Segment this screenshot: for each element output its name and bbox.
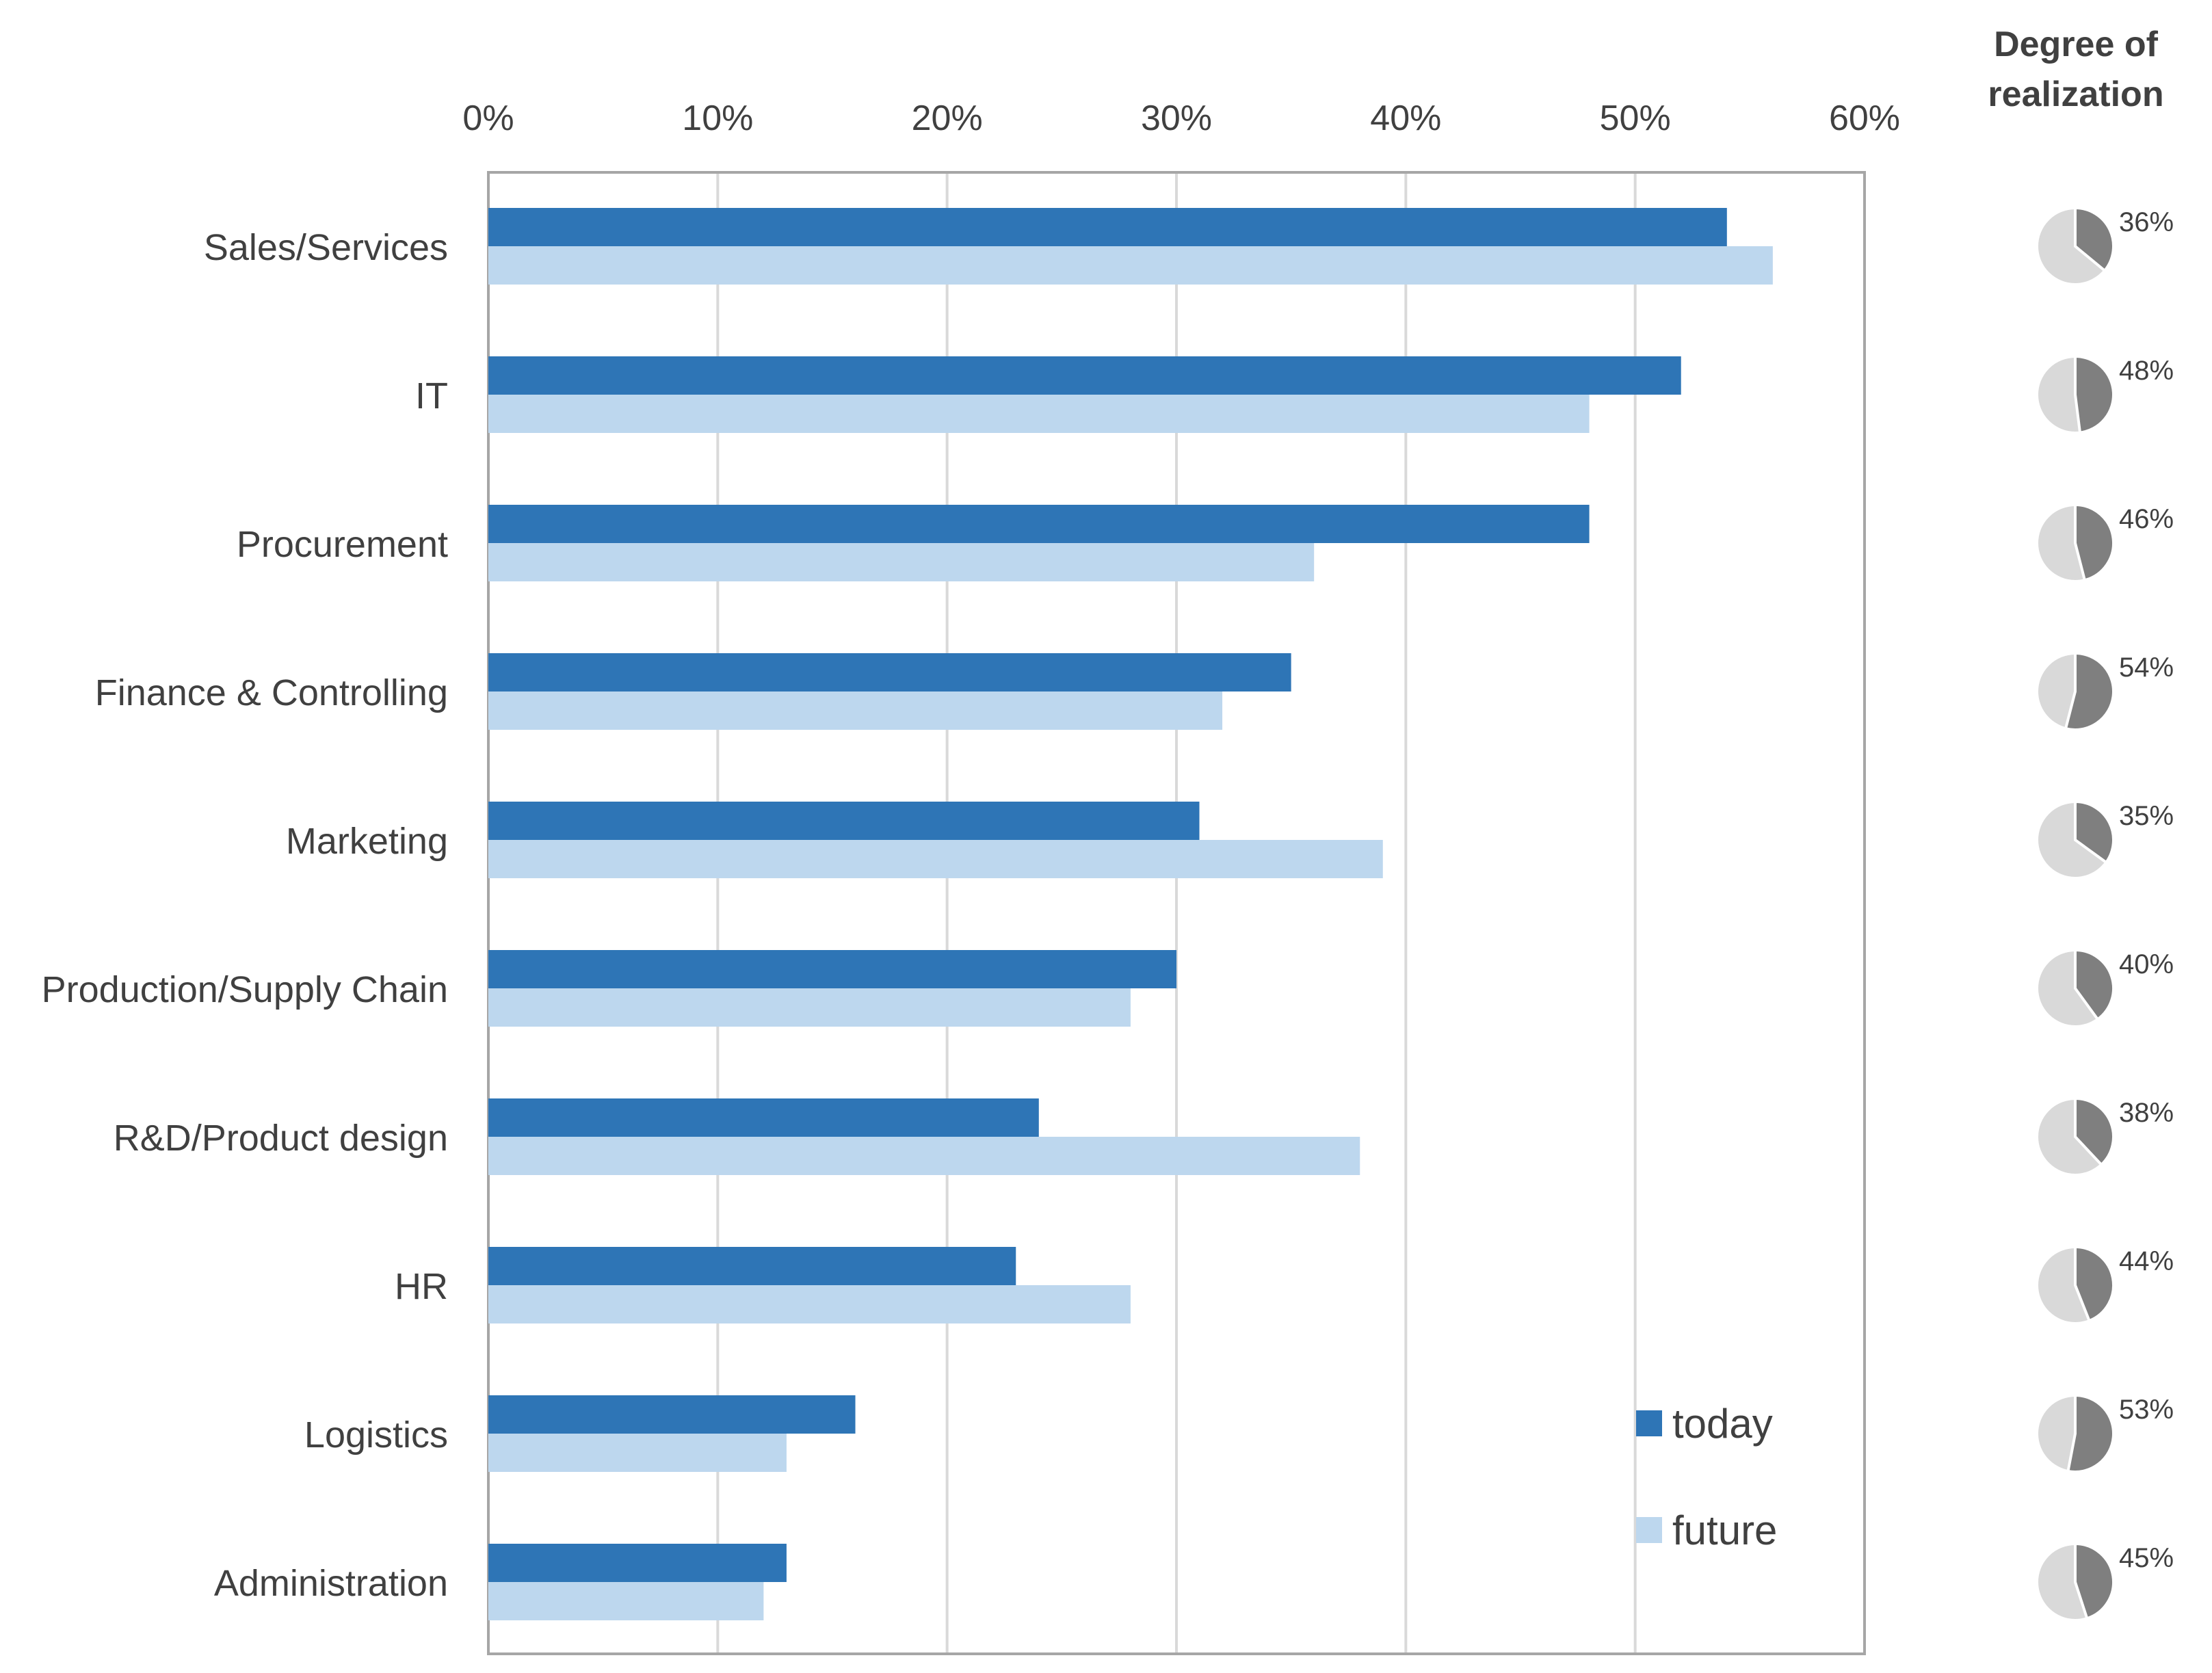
- realization-pie-slice: [2074, 800, 2115, 865]
- category-label: Production/Supply Chain: [42, 969, 448, 1010]
- x-tick-label: 60%: [1829, 98, 1900, 138]
- bar-today: [488, 1395, 856, 1434]
- category-label: R&D/Product design: [114, 1118, 448, 1159]
- bar-today: [488, 356, 1681, 395]
- bars: [488, 208, 1773, 1620]
- category-label: Marketing: [286, 821, 448, 862]
- realization-pie-slice: [2074, 1096, 2115, 1167]
- category-label: Sales/Services: [204, 227, 448, 268]
- realization-column: Degree of realization 36% 48% 46% 54% 35% 40%…: [1988, 25, 2174, 1622]
- category-label: Administration: [214, 1563, 448, 1604]
- category-label: HR: [395, 1266, 448, 1307]
- realization-value-label: 35%: [2119, 801, 2174, 831]
- x-tick-label: 50%: [1600, 98, 1671, 138]
- realization-pie-slice: [2064, 651, 2115, 731]
- bar-today: [488, 1247, 1016, 1285]
- realization-title-line1: Degree of: [1994, 25, 2159, 64]
- x-axis-ticks: 0% 10% 20% 30% 40% 50% 60%: [462, 98, 1900, 138]
- realization-value-label: 38%: [2119, 1098, 2174, 1128]
- bar-today: [488, 505, 1590, 543]
- plot-area-frame: [487, 171, 1866, 1655]
- realization-pie-slice: [2074, 206, 2115, 273]
- category-label: Procurement: [237, 524, 448, 565]
- realization-value-label: 45%: [2119, 1543, 2174, 1573]
- realization-pie-slice: [2074, 1542, 2115, 1620]
- bar-future: [488, 543, 1315, 581]
- x-tick-label: 0%: [462, 98, 514, 138]
- realization-value-label: 48%: [2119, 356, 2174, 386]
- bar-today: [488, 802, 1200, 840]
- bar-future: [488, 1582, 764, 1620]
- category-labels: Sales/Services IT Procurement Finance & Con…: [42, 227, 448, 1604]
- realization-value-label: 36%: [2119, 207, 2174, 237]
- legend-label-today: today: [1672, 1401, 1773, 1447]
- bar-future: [488, 840, 1383, 878]
- bar-today: [488, 1098, 1039, 1137]
- bar-future: [488, 691, 1223, 730]
- bar-future: [488, 988, 1131, 1027]
- realization-value-label: 53%: [2119, 1395, 2174, 1425]
- legend-label-future: future: [1672, 1507, 1777, 1553]
- x-tick-label: 30%: [1141, 98, 1212, 138]
- bar-future: [488, 395, 1590, 433]
- realization-pie-slice: [2074, 1245, 2115, 1323]
- realization-value-label: 46%: [2119, 504, 2174, 534]
- bar-future: [488, 246, 1773, 285]
- x-tick-label: 40%: [1370, 98, 1441, 138]
- realization-pie-slice: [2074, 948, 2115, 1022]
- legend-swatch-future: [1636, 1517, 1662, 1543]
- bar-future: [488, 1434, 787, 1472]
- realization-value-label: 44%: [2119, 1246, 2174, 1276]
- realization-value-label: 54%: [2119, 653, 2174, 683]
- category-label: Logistics: [304, 1414, 448, 1455]
- legend: today future: [1636, 1401, 1777, 1553]
- bar-future: [488, 1285, 1131, 1323]
- category-label: Finance & Controlling: [95, 672, 448, 713]
- realization-pie-slice: [2066, 1393, 2115, 1473]
- x-tick-label: 20%: [912, 98, 983, 138]
- realization-pie-slice: [2074, 503, 2115, 582]
- bar-today: [488, 208, 1727, 246]
- bar-today: [488, 653, 1291, 691]
- x-tick-label: 10%: [682, 98, 753, 138]
- bar-today: [488, 1544, 787, 1582]
- legend-swatch-today: [1636, 1410, 1662, 1436]
- bar-future: [488, 1137, 1360, 1175]
- realization-value-label: 40%: [2119, 949, 2174, 979]
- bar-today: [488, 950, 1176, 988]
- category-label: IT: [415, 376, 448, 417]
- realization-pie-slice: [2074, 354, 2115, 434]
- realization-title-line2: realization: [1988, 75, 2163, 114]
